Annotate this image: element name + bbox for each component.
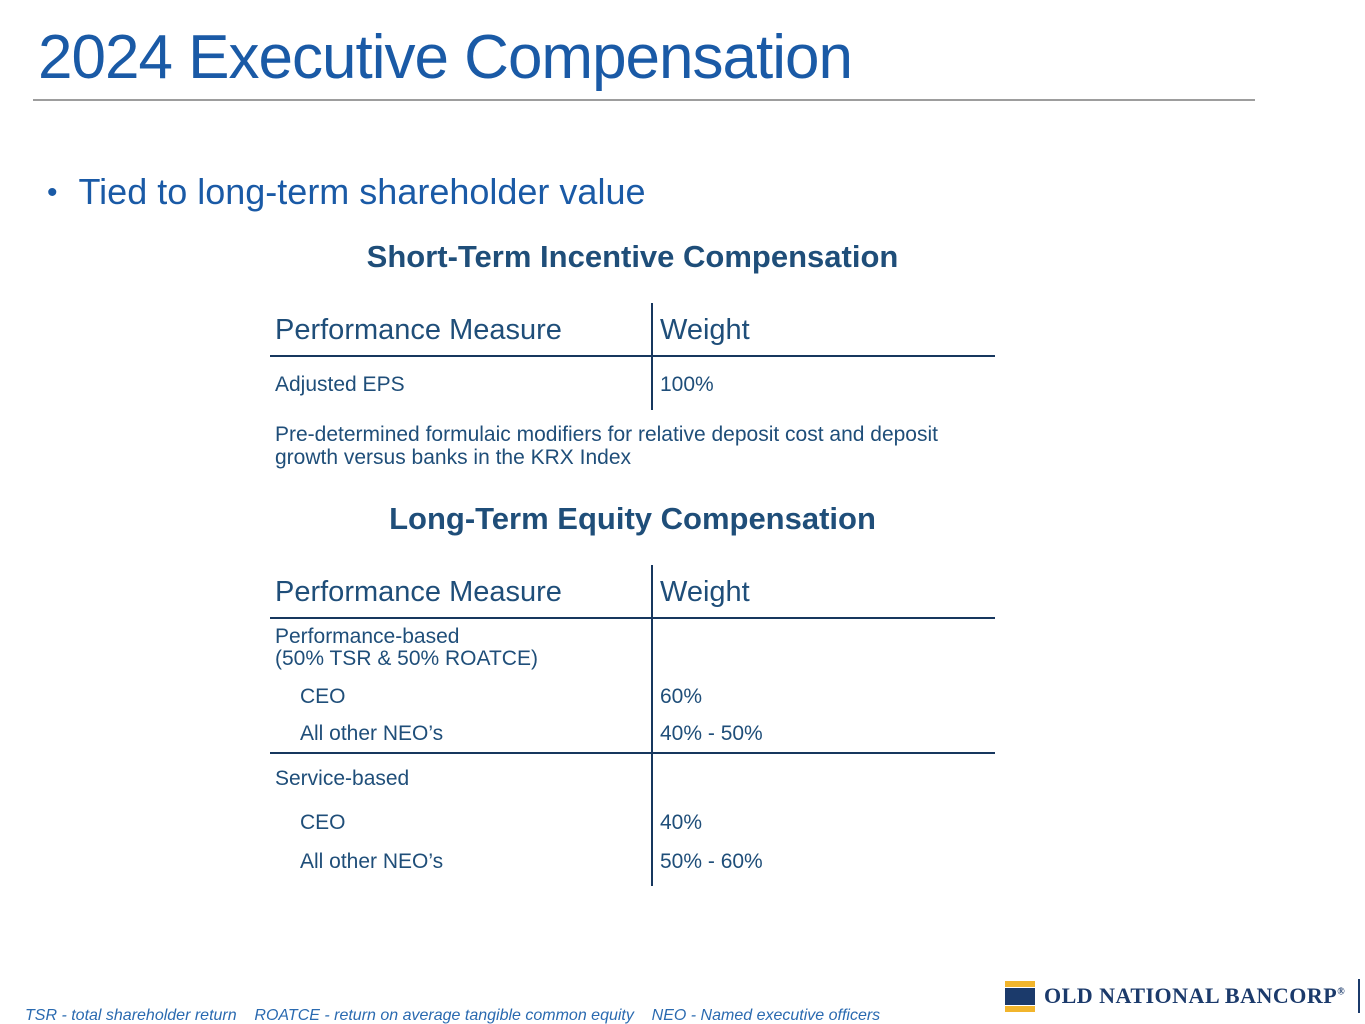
- short-term-note: Pre-determined formulaic modifiers for r…: [275, 423, 938, 469]
- group-weight-empty: [651, 619, 995, 670]
- logo-navy-bar: [1005, 987, 1035, 1005]
- registered-trademark-symbol: ®: [1337, 986, 1346, 998]
- footnotes: TSR - total shareholder return ROATCE - …: [25, 968, 880, 1024]
- bullet-item: • Tied to long-term shareholder value: [47, 171, 645, 215]
- title-divider: [33, 99, 1255, 101]
- group-label-performance-based: Performance-based (50% TSR & 50% ROATCE): [270, 619, 651, 670]
- short-term-col-header-weight: Weight: [651, 303, 995, 357]
- page-number-divider: [1358, 979, 1361, 1013]
- table-row-weight: 50% - 60%: [651, 834, 995, 886]
- short-term-row-measure: Adjusted EPS: [275, 373, 405, 396]
- bullet-icon: •: [47, 176, 58, 209]
- table-row-measure: All other NEO’s: [270, 708, 651, 754]
- long-term-col-header-measure: Performance Measure: [270, 565, 651, 619]
- footnote-line1: TSR - total shareholder return ROATCE - …: [25, 1007, 881, 1024]
- page-title: 2024 Executive Compensation: [38, 23, 853, 92]
- logo-gold-bar-bottom: [1005, 1005, 1035, 1012]
- company-logo: OLD NATIONAL BANCORP® 41: [1005, 978, 1365, 1014]
- table-row-measure: CEO: [300, 811, 346, 834]
- group-weight-empty: [651, 754, 995, 790]
- group-label-service-based: Service-based: [275, 767, 410, 790]
- short-term-col-header-measure: Performance Measure: [270, 303, 651, 357]
- old-national-bancorp-logo-icon: [1005, 980, 1035, 1012]
- table-row-measure: CEO: [300, 685, 346, 708]
- logo-gap: [1005, 986, 1035, 988]
- logo-text: OLD NATIONAL BANCORP: [1044, 983, 1338, 1008]
- long-term-heading: Long-Term Equity Compensation: [389, 501, 876, 536]
- group-label-line2: (50% TSR & 50% ROATCE): [275, 647, 538, 670]
- long-term-col-header-weight: Weight: [651, 565, 995, 619]
- logo-wordmark: OLD NATIONAL BANCORP®: [1044, 983, 1345, 1009]
- long-term-table: Performance Measure Weight Performance-b…: [270, 565, 995, 886]
- logo-gap: [1005, 1004, 1035, 1006]
- table-row-weight: 40%: [651, 790, 995, 834]
- table-row-measure: All other NEO’s: [300, 850, 444, 873]
- short-term-row-weight: 100%: [651, 357, 995, 410]
- table-row-weight: 40% - 50%: [651, 708, 995, 754]
- short-term-heading: Short-Term Incentive Compensation: [366, 239, 899, 274]
- logo-gold-bar-top: [1005, 980, 1035, 987]
- short-term-table: Performance Measure Weight Adjusted EPS …: [270, 303, 995, 469]
- table-row-weight: 60%: [651, 670, 995, 708]
- group-label-line1: Performance-based: [275, 625, 460, 648]
- bullet-text: Tied to long-term shareholder value: [78, 171, 646, 212]
